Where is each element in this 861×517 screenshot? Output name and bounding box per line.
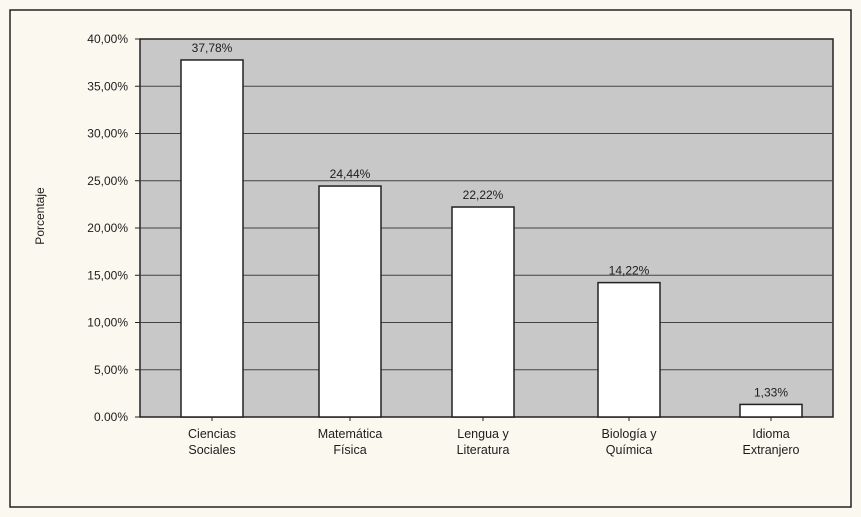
data-label: 24,44% <box>330 167 371 181</box>
x-category-label: Idioma <box>752 427 790 441</box>
data-label: 1,33% <box>754 385 788 399</box>
plot-area: 0.00% 5,00% 10,00% 15,00% 20,00% 25,00% 30,00%… <box>87 32 834 457</box>
data-label: 14,22% <box>609 264 650 278</box>
y-tick-label: 40,00% <box>87 32 128 46</box>
y-tick-label: 25,00% <box>87 174 128 188</box>
x-category-label: Matemática <box>318 427 383 441</box>
x-category-label: Lengua y <box>457 427 509 441</box>
bar <box>451 206 515 418</box>
x-category-label: Física <box>333 443 366 457</box>
data-label: 37,78% <box>192 41 233 55</box>
x-category-label: Literatura <box>457 443 510 457</box>
x-category-label: Ciencias <box>188 427 236 441</box>
bar <box>180 59 244 418</box>
bar <box>739 403 803 418</box>
y-tick-label: 20,00% <box>87 221 128 235</box>
bar <box>318 185 382 418</box>
x-category-label: Química <box>606 443 653 457</box>
y-tick-label: 10,00% <box>87 316 128 330</box>
x-category-label: Biología y <box>602 427 658 441</box>
y-tick-label: 15,00% <box>87 268 128 282</box>
x-category-label: Sociales <box>188 443 235 457</box>
y-tick-label: 0.00% <box>94 410 128 424</box>
y-tick-label: 35,00% <box>87 79 128 93</box>
bar <box>597 281 661 418</box>
y-tick-label: 30,00% <box>87 127 128 141</box>
y-axis-label: Porcentaje <box>33 187 47 245</box>
x-category-label: Extranjero <box>743 443 800 457</box>
data-label: 22,22% <box>463 188 504 202</box>
y-tick-label: 5,00% <box>94 363 128 377</box>
